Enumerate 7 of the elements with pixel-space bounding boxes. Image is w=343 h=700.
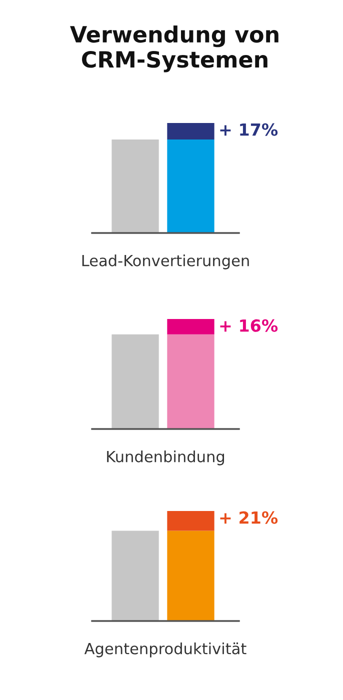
annotation: + 16% — [220, 319, 278, 332]
chart-title: Verwendung von CRM-Systemen — [70, 26, 278, 72]
x-axis-title: Lead-Konvertierungen — [82, 254, 249, 270]
x-axis-title: Kundenbindung — [107, 450, 224, 466]
x-axis-title: Agentenproduktivität — [84, 642, 246, 658]
annotation: + 17% — [220, 123, 278, 136]
annotation: + 21% — [220, 511, 278, 524]
